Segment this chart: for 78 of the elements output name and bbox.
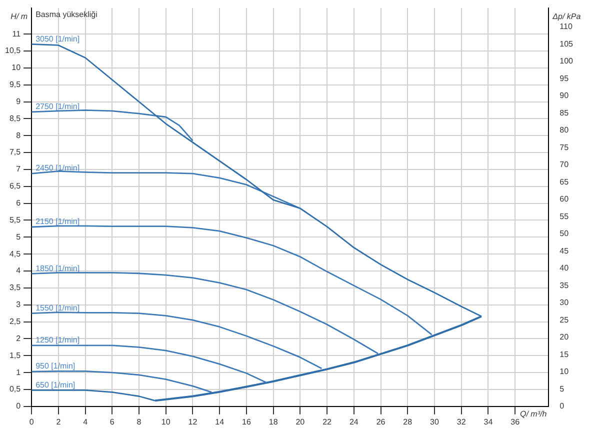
y2-tick-label: 15 [560,350,570,359]
x-tick-label: 30 [430,417,440,426]
y-tick-label: 5,5 [9,215,22,224]
x-tick-label: 10 [161,417,171,426]
series-label: 3050 [1/min] [36,34,80,44]
x-axis-title: Q/ m³/h [520,410,548,419]
x-tick-label: 26 [376,417,386,426]
y2-tick-label: 65 [560,177,570,186]
series-label: 1250 [1/min] [36,336,80,345]
y-tick-label: 11 [12,29,22,38]
y-tick-label: 4,5 [9,249,22,258]
x-tick-label: 36 [510,417,520,426]
y-tick-label: 2,5 [9,316,22,326]
y-axis-title: H/ m [10,12,28,22]
y2-tick-label: 0 [560,402,565,411]
y2-tick-label: 100 [560,56,574,66]
x-tick-label: 16 [242,417,252,426]
series-label: 950 [1/min] [36,362,76,371]
y-tick-label: 9 [16,96,22,106]
y-tick-label: 9,5 [9,80,22,90]
y2-tick-label: 30 [560,298,570,308]
x-tick-label: 34 [484,417,494,426]
y-tick-label: 2 [16,334,22,343]
y2-tick-label: 5 [560,384,565,394]
series-label: 2450 [1/min] [36,164,80,173]
y-tick-label: 10 [12,63,22,72]
y2-tick-label: 40 [560,264,570,273]
y2-tick-label: 20 [560,332,570,342]
y-tick-label: 5 [16,232,22,242]
x-tick-label: 22 [322,417,332,426]
y-tick-label: 0 [16,402,22,411]
y2-tick-label: 50 [560,229,570,238]
y-tick-label: 10,5 [4,46,22,56]
x-tick-label: 4 [83,417,88,426]
y2-tick-label: 25 [560,315,570,324]
y2-tick-label: 60 [560,194,570,204]
x-tick-label: 2 [56,417,62,426]
x-tick-label: 6 [110,417,115,426]
y2-tick-label: 85 [560,108,570,118]
y-tick-label: 6,5 [9,182,22,191]
y2-tick-label: 70 [560,160,570,170]
y2-tick-label: 110 [560,22,573,32]
x-tick-label: 0 [29,417,34,426]
y-tick-label: 8 [16,130,22,140]
y-tick-label: 3,5 [9,283,22,292]
x-tick-label: 24 [349,417,359,426]
y-tick-label: 7 [16,164,22,174]
x-tick-label: 28 [403,417,413,426]
y2-tick-label: 105 [560,39,574,48]
y-tick-label: 0,5 [9,384,22,394]
x-tick-label: 32 [456,417,466,426]
series-label: 1550 [1/min] [36,304,80,313]
x-tick-label: 18 [268,417,278,426]
y2-tick-label: 55 [560,212,570,221]
series-label: 1850 [1/min] [36,264,80,273]
y2-tick-label: 80 [560,126,570,135]
series-label: 2750 [1/min] [36,102,80,112]
y2-axis-title: Δp/ kPa [552,12,582,22]
x-tick-label: 20 [296,417,306,426]
y2-tick-label: 35 [560,280,570,290]
y2-tick-label: 10 [560,367,570,376]
y2-tick-label: 90 [560,91,570,100]
series-label: 2150 [1/min] [36,217,80,226]
y2-tick-label: 95 [560,74,570,83]
y-tick-label: 4 [16,266,22,276]
x-tick-label: 8 [136,417,142,426]
series-label: 650 [1/min] [36,380,76,390]
y-tick-label: 8,5 [9,114,22,123]
chart-title: Basma yüksekliği [36,10,98,20]
y-tick-label: 3 [16,300,22,310]
y2-tick-label: 75 [560,142,570,152]
y-tick-label: 6 [16,198,22,208]
x-tick-label: 12 [188,417,198,426]
y2-tick-label: 45 [560,246,570,256]
y-tick-label: 1,5 [9,350,22,360]
x-tick-label: 14 [215,417,225,426]
y-tick-label: 7,5 [9,148,22,157]
y-tick-label: 1 [16,368,22,377]
